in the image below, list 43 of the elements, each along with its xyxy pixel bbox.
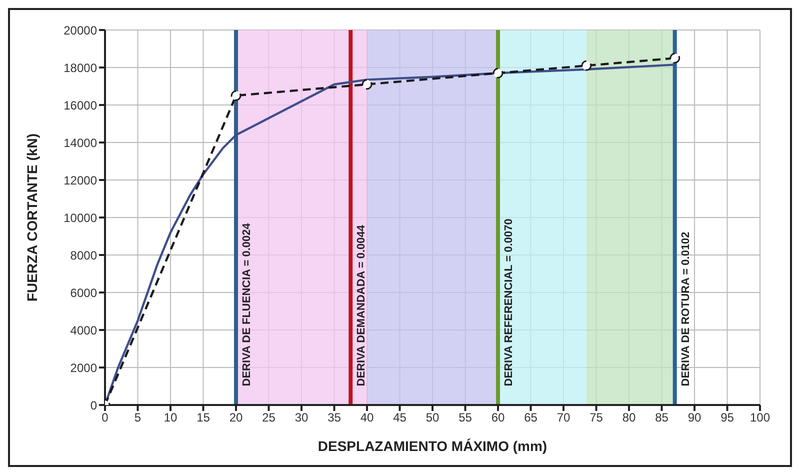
x-tick-label: 60 <box>491 410 505 425</box>
point <box>670 52 680 64</box>
x-tick-label: 75 <box>590 410 604 425</box>
x-tick-label: 70 <box>556 410 570 425</box>
y-tick-label: 14000 <box>64 136 98 150</box>
y-tick-label: 8000 <box>70 248 98 262</box>
annotation: DERIVA DEMANDADA = 0.0044 <box>356 224 368 386</box>
x-tick-label: 45 <box>393 410 407 425</box>
x-tick-label: 90 <box>688 410 702 425</box>
annotation: DERIVA REFERENCIAL = 0.0070 <box>503 218 515 386</box>
y-tick-label: 0 <box>90 398 98 412</box>
y-tick-label: 6000 <box>70 286 98 300</box>
x-tick-label: 65 <box>524 410 538 425</box>
y-tick-label: 2000 <box>70 360 98 375</box>
x-tick-label: 35 <box>328 410 342 425</box>
x-tick-label: 100 <box>750 410 770 425</box>
y-tick-label: 20000 <box>64 23 98 38</box>
x-tick-label: 80 <box>622 410 636 425</box>
x-tick-label: 0 <box>102 410 109 425</box>
x-tick-label: 40 <box>360 410 374 425</box>
x-tick-label: 55 <box>458 410 472 425</box>
x-tick-label: 5 <box>134 410 142 425</box>
y-tick-label: 12000 <box>64 173 98 188</box>
x-tick-label: 30 <box>294 410 308 425</box>
point <box>362 79 372 90</box>
x-tick-label: 85 <box>655 410 669 425</box>
y-tick-label: 16000 <box>64 98 98 112</box>
y-tick-label: 4000 <box>70 323 98 338</box>
x-tick-label: 15 <box>196 410 210 425</box>
y-axis-title: FUERZA CORTANTE (kN) <box>24 134 40 302</box>
annotation: DERIVA DE ROTURA = 0.0102 <box>680 232 692 386</box>
point <box>492 68 504 78</box>
point <box>230 90 242 101</box>
x-axis-title: DESPLAZAMIENTO MÁXIMO (mm) <box>318 438 548 454</box>
x-tick-label: 50 <box>426 410 440 425</box>
point <box>581 60 592 71</box>
x-tick-label: 10 <box>164 410 178 425</box>
y-tick-label: 18000 <box>64 60 98 75</box>
x-tick-label: 25 <box>262 410 276 425</box>
x-tick-label: 95 <box>720 410 734 425</box>
x-tick-label: 20 <box>229 410 243 425</box>
annotation: DERIVA DE FLUENCIA = 0.0024 <box>241 222 253 386</box>
y-tick-label: 10000 <box>64 210 98 225</box>
